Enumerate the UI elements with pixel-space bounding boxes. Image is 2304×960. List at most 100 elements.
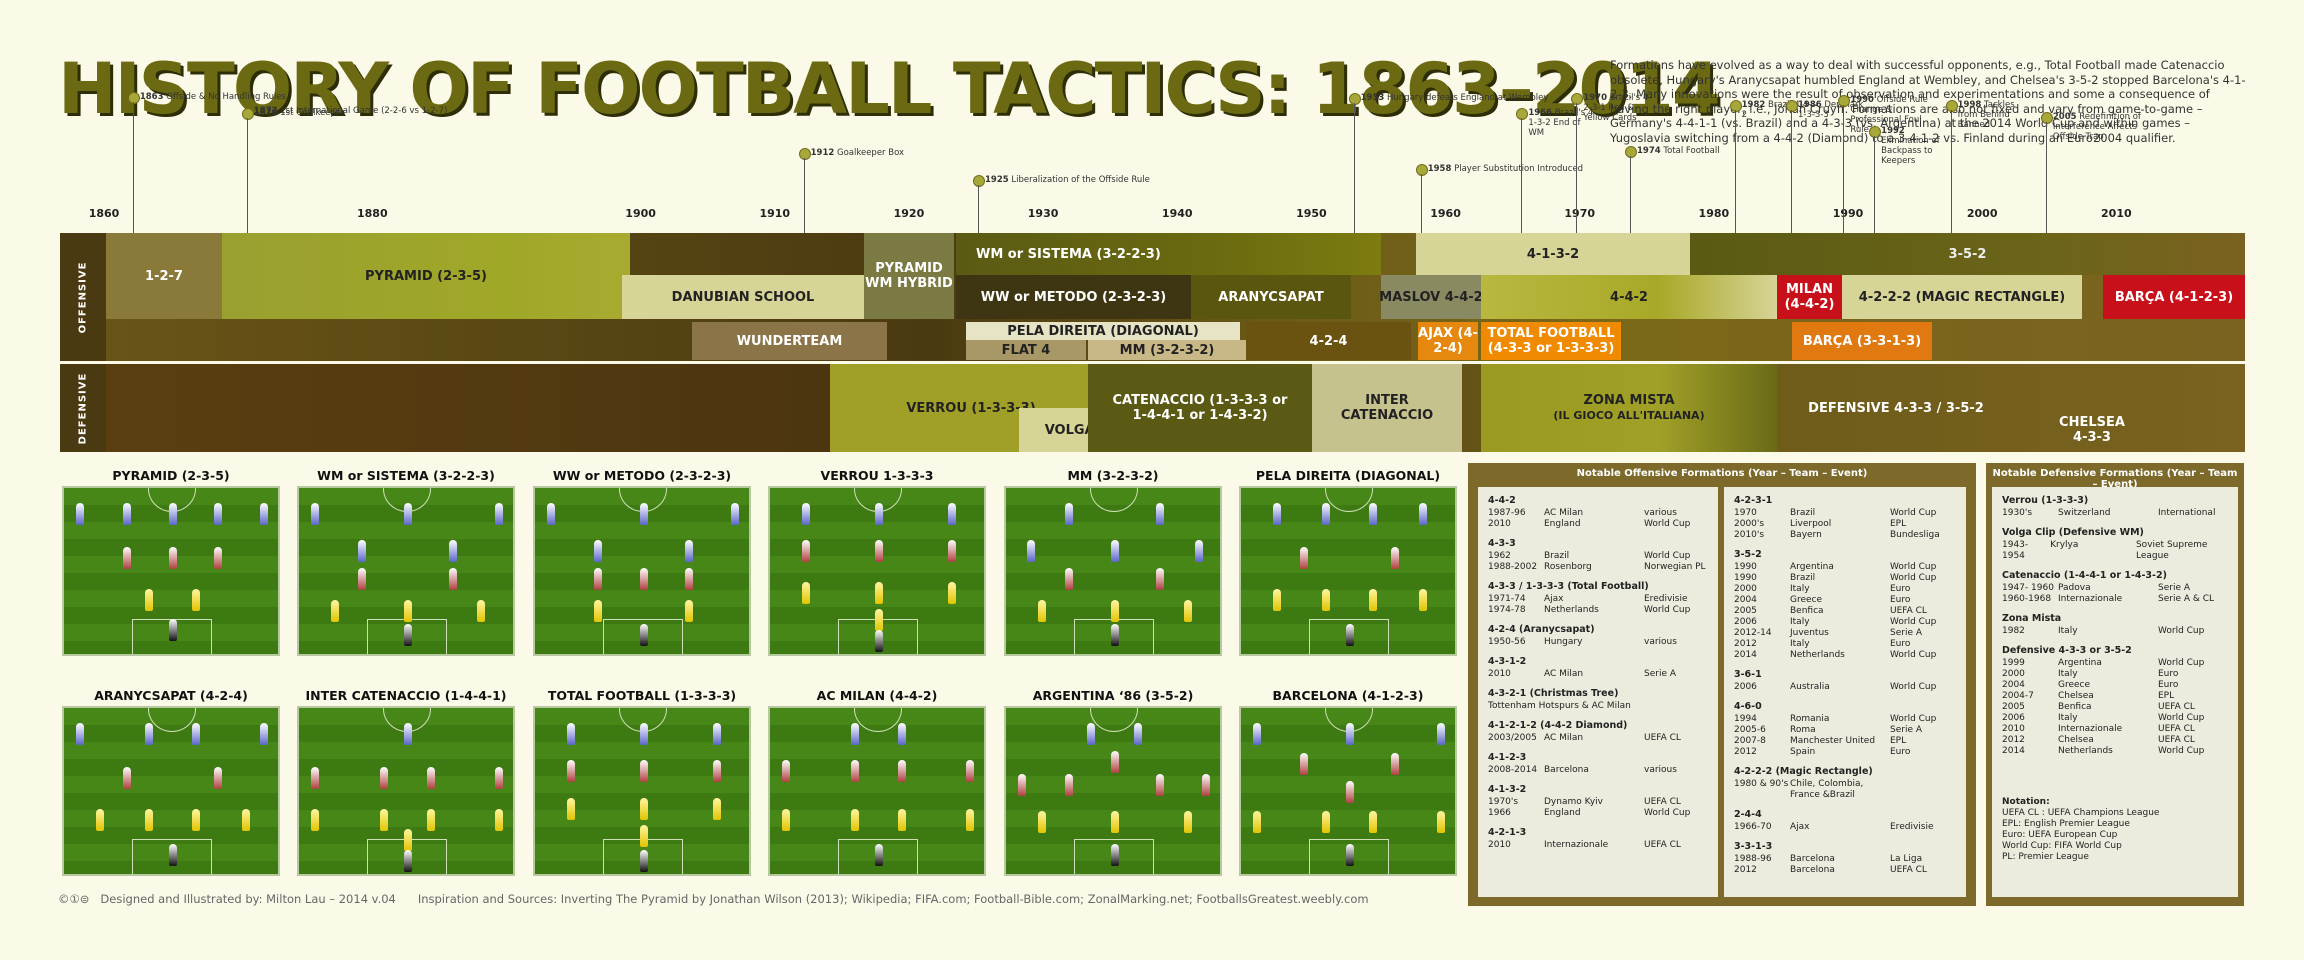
table-cell: Eredivisie [1644, 594, 1688, 604]
group-name: 4-3-1-2 [1488, 656, 1527, 667]
player-icon [1322, 811, 1331, 834]
table-cell: 2003/2005 [1488, 733, 1537, 743]
year-label: 1930 [1027, 207, 1059, 220]
table-cell: World Cup [1890, 650, 1937, 660]
formation-card: AC MILAN (4-4-2) [768, 688, 986, 876]
player-icon [494, 808, 503, 831]
player-icon [259, 503, 268, 526]
event-year: 1986 [1797, 100, 1822, 110]
band-3-5-2: 3-5-2 [1690, 233, 2245, 275]
table-cell: Serie A & CL [2158, 594, 2215, 604]
event-year: 1958 [1427, 164, 1452, 174]
event-line [1630, 156, 1631, 233]
player-icon [311, 503, 320, 526]
group-name: 4-2-2-2 (Magic Rectangle) [1734, 766, 1873, 777]
player-icon [241, 808, 250, 831]
player-icon [639, 825, 648, 848]
player-icon [566, 797, 575, 820]
player-icon [1026, 540, 1035, 563]
player-icon [566, 723, 575, 746]
table-row: 2008-2014 Barcelona various [1488, 765, 1708, 776]
formation-title: VERROU 1-3-3-3 [820, 468, 934, 483]
offensive-table-header: Notable Offensive Formations (Year – Tea… [1576, 468, 1868, 479]
pitch [1004, 486, 1222, 656]
band-catenaccio: CATENACCIO (1-3-3-3 or 1-4-4-1 or 1-4-3-… [1088, 364, 1312, 452]
year-label: 2010 [2101, 207, 2132, 220]
notation-block: Notation: UEFA CL : UEFA Champions League… [2002, 797, 2228, 863]
player-icon [1345, 844, 1354, 867]
defensive-table: Notable Defensive Formations (Year – Tea… [1986, 463, 2244, 906]
table-cell: Benfica [2058, 702, 2092, 712]
formation-title: TOTAL FOOTBALL (1-3-3-3) [547, 688, 737, 703]
player-icon [380, 808, 389, 831]
event-line [246, 118, 248, 233]
formation-card: WW or METODO (2-3-2-3) [533, 468, 751, 656]
event-marker-icon [1945, 100, 1958, 112]
table-row: 1970's Dynamo Kyiv UEFA CL [1488, 797, 1708, 808]
formation-title: WM or SISTEMA (3-2-2-3) [317, 468, 495, 483]
group-name: 3-6-1 [1734, 669, 1762, 680]
event-label: 1953 Hungary defeats England at Wembley [1361, 93, 1549, 103]
table-row: 2012 Barcelona UEFA CL [1734, 865, 1956, 876]
table-row: 2006 Australia World Cup [1734, 682, 1956, 693]
player-icon [1322, 588, 1331, 611]
table-cell: EPL [2158, 691, 2175, 701]
table-cell: 1974-78 [1488, 605, 1526, 615]
event-year: 1925 [985, 175, 1009, 185]
band-4-2-4: 4-2-4 [1246, 322, 1411, 360]
table-cell: International [2158, 508, 2216, 518]
player-icon [358, 567, 367, 590]
player-icon [1272, 588, 1281, 611]
table-row: 2004 Greece Euro [1734, 595, 1956, 606]
table-cell: World Cup [1644, 551, 1691, 561]
table-cell: Tottenham Hotspurs & AC Milan [1488, 701, 1631, 711]
player-icon [403, 503, 412, 526]
event-year: 1982 [1741, 100, 1766, 110]
band-4-4-2: 4-4-2 [1481, 275, 1777, 319]
table-cell: La Liga [1890, 854, 1923, 864]
table-cell: Euro [1890, 747, 1911, 757]
table-cell: Netherlands [1544, 605, 1599, 615]
table-row: 2012 Chelsea UEFA CL [2002, 735, 2228, 746]
player-icon [566, 760, 575, 783]
event-text: 1st Goalkeeper [280, 108, 345, 118]
table-row: 2000's Liverpool EPL [1734, 519, 1956, 530]
page-title: HISTORY OF FOOTBALL TACTICS: 1863–2014 [58, 48, 1721, 130]
event-label: 1863 Offside & No Handling Rules [140, 92, 286, 102]
formation-group: 4-2-1-3 2010 Internazionale UEFA CL [1488, 827, 1708, 851]
group-name: 4-1-2-1-2 (4-4-2 Diamond) [1488, 720, 1628, 731]
formation-group: Verrou (1-3-3-3) 1930's Switzerland Interna… [2002, 495, 2228, 519]
table-row: 2004-7 Chelsea EPL [2002, 691, 2228, 702]
table-cell: Krylya [2050, 540, 2079, 550]
player-icon [801, 540, 810, 563]
player-icon [192, 723, 201, 746]
table-cell: 2000 [1734, 584, 1757, 594]
table-cell: 1999 [2002, 658, 2025, 668]
table-row: 2010 Internazionale UEFA CL [2002, 724, 2228, 735]
table-row: 2005 Benfica UEFA CL [2002, 702, 2228, 713]
table-cell: Brazil [1790, 573, 1816, 583]
table-cell: 1947- 1960 [2002, 583, 2054, 593]
table-cell: 2008-2014 [1488, 765, 1538, 775]
band-mm: MM (3-2-3-2) [1088, 340, 1246, 360]
player-icon [874, 503, 883, 526]
player-icon [259, 723, 268, 746]
formation-card: INTER CATENACCIO (1-4-4-1) [297, 688, 515, 876]
zona-title: ZONA MISTA [1583, 393, 1675, 408]
table-cell: Bayern [1790, 530, 1822, 540]
event-label: 1970 Brazil's 4-2-3-1 Red & Yellow Cards [1583, 93, 1653, 123]
pitch [62, 486, 280, 656]
table-cell: Juventus [1790, 628, 1829, 638]
table-row: 1987-96 AC Milan various [1488, 508, 1708, 519]
table-cell: UEFA CL [1644, 797, 1681, 807]
designer-credit: Designed and Illustrated by: Milton Lau … [100, 892, 396, 906]
table-row: 2012 Italy Euro [1734, 639, 1956, 650]
table-cell: 1988-2002 [1488, 562, 1538, 572]
table-cell: UEFA CL [2158, 735, 2195, 745]
table-cell: 1970 [1734, 508, 1757, 518]
event-marker-icon [241, 108, 254, 120]
group-name: 4-2-1-3 [1488, 827, 1527, 838]
table-cell: Dynamo Kyiv [1544, 797, 1604, 807]
event-marker-icon [2040, 112, 2053, 124]
player-icon [639, 850, 648, 872]
